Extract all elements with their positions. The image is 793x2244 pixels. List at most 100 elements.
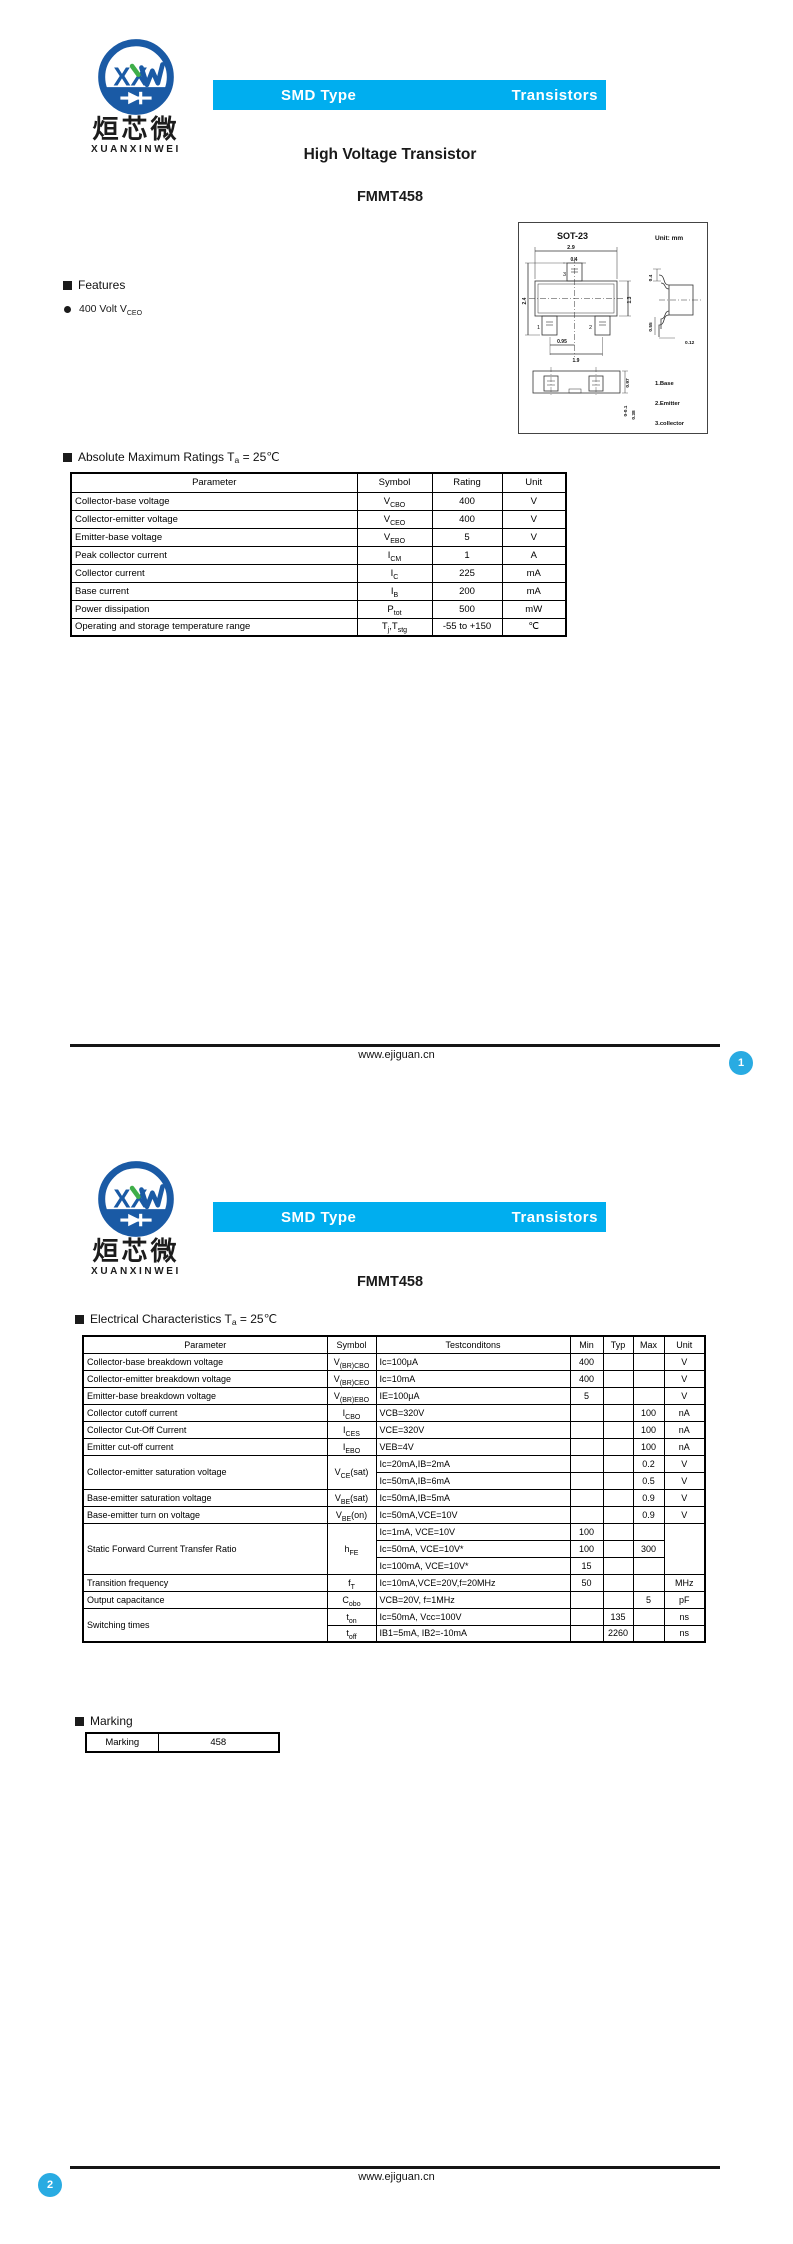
cell-parameter: Collector cutoff current [82,1403,328,1422]
cell-typ [602,1420,634,1439]
cell-typ [602,1352,634,1371]
datasheet-page-1: XX 烜芯微 XUANXINWEI SMD Type Transistors H… [63,38,753,1075]
cell-symbol: fT [326,1573,377,1592]
cell-parameter: Base current [70,581,358,601]
cell-symbol: V(BR)EBO [326,1386,377,1405]
table-row: Collector Cut-Off Current ICES VCE=320V … [82,1420,706,1439]
cell-unit: V [663,1488,706,1507]
cell-symbol: Cobo [326,1590,377,1609]
cell-parameter: Base-emitter turn on voltage [82,1505,328,1524]
cell-max: 0.2 [632,1454,665,1473]
cell-min: 5 [569,1386,604,1405]
dim-total-height: 2.4 [522,297,528,304]
cell-min [569,1420,604,1439]
cell-conditions: Ic=50mA,IB=5mA [375,1488,571,1507]
cell-unit: nA [663,1420,706,1439]
footer-url[interactable]: www.ejiguan.cn [358,1049,435,1061]
cell-unit: V [501,509,567,529]
cell-conditions: Ic=100mA, VCE=10V* [375,1556,571,1575]
cell-min [569,1607,604,1626]
table-row: Collector-base voltage VCBO 400 V [70,491,567,511]
cell-min [569,1471,604,1490]
dim-body-height: 1.3 [627,296,633,303]
cell-parameter: Static Forward Current Transfer Ratio [82,1522,328,1575]
cell-min: 400 [569,1369,604,1388]
cell-symbol: V(BR)CBO [326,1352,377,1371]
cell-symbol: V(BR)CEO [326,1369,377,1388]
col-symbol: Symbol [356,472,433,493]
section-square-icon [63,453,72,462]
pin-legend-collector: 3.collector [655,421,685,427]
table-row: Base current IB 200 mA [70,581,567,601]
brand-logo: XX 烜芯微 XUANXINWEI [88,38,184,155]
cell-parameter: Collector-emitter saturation voltage [82,1454,328,1490]
table-row: Power dissipation Ptot 500 mW [70,599,567,619]
dim-lead-bottom: 0.55 [648,322,654,332]
brand-logo: XX 烜芯微 XUANXINWEI [88,1160,184,1277]
cell-parameter: Collector-emitter breakdown voltage [82,1369,328,1388]
table-row: Collector-emitter voltage VCEO 400 V [70,509,567,529]
banner-right-label: Transistors [511,1208,598,1226]
abs-max-heading: Absolute Maximum Ratings Ta = 25℃ [63,450,280,465]
cell-max [632,1386,665,1405]
cell-min [569,1488,604,1507]
col-typ: Typ [602,1335,634,1354]
marking-value: 458 [157,1732,280,1753]
cell-max [632,1556,665,1575]
cell-conditions: Ic=10mA [375,1369,571,1388]
brand-name-cn: 烜芯微 [92,114,180,144]
cell-typ [602,1573,634,1592]
cell-min: 100 [569,1539,604,1558]
pin-legend-base: 1.Base [655,381,674,387]
cell-symbol: Tj,Tstg [356,617,433,637]
package-drawing: SOT-23 Unit: mm 2.9 [518,222,708,434]
cell-min [569,1403,604,1422]
cell-unit: ns [663,1624,706,1643]
cell-min [569,1505,604,1524]
cell-max: 100 [632,1437,665,1456]
cell-conditions: IE=100μA [375,1386,571,1405]
col-parameter: Parameter [82,1335,328,1354]
cell-conditions: Ic=50mA, Vcc=100V [375,1607,571,1626]
cell-conditions: Ic=1mA, VCE=10V [375,1522,571,1541]
col-unit: Unit [663,1335,706,1354]
document-title: High Voltage Transistor [303,146,477,163]
brand-name-cn: 烜芯微 [92,1236,180,1266]
col-parameter: Parameter [70,472,358,493]
cell-typ [602,1522,634,1541]
cell-max: 5 [632,1590,665,1609]
cell-min: 15 [569,1556,604,1575]
cell-max [632,1573,665,1592]
absolute-maximum-ratings-table: Parameter Symbol Rating Unit Collector-b… [70,472,567,637]
cell-typ [602,1556,634,1575]
feature-item: 400 Volt VCEO [64,303,142,317]
cell-max [632,1607,665,1626]
cell-parameter: Collector-base voltage [70,491,358,511]
cell-max: 0.9 [632,1488,665,1507]
table-row: Base-emitter turn on voltage VBE(on) Ic=… [82,1505,706,1524]
package-unit: Unit: mm [655,235,683,242]
cell-symbol: Ptot [356,599,433,619]
cell-symbol: VEBO [356,527,433,547]
dim-pin-width: 0.4 [571,257,578,263]
logo-green-accent [129,1185,141,1199]
cell-max [632,1522,665,1541]
cell-conditions: Ic=100μA [375,1352,571,1371]
cell-max [632,1624,665,1643]
cell-rating: -55 to +150 [431,617,503,637]
cell-conditions: VEB=4V [375,1437,571,1456]
header-banner: SMD Type Transistors [213,80,606,110]
cell-conditions: Ic=50mA, VCE=10V* [375,1539,571,1558]
cell-conditions: VCE=320V [375,1420,571,1439]
marking-heading: Marking [75,1714,133,1728]
table-row: Ic=50mA, VCE=10V* 100 300 [83,1539,705,1558]
cell-parameter: Operating and storage temperature range [70,617,358,637]
page-number-badge: 2 [38,2173,62,2197]
table-row: Emitter-base breakdown voltage V(BR)EBO … [82,1386,706,1405]
cell-min: 400 [569,1352,604,1371]
cell-parameter: Collector Cut-Off Current [82,1420,328,1439]
footer-url[interactable]: www.ejiguan.cn [358,2171,435,2183]
cell-min [569,1624,604,1643]
cell-parameter: Emitter cut-off current [82,1437,328,1456]
cell-parameter: Collector current [70,563,358,583]
